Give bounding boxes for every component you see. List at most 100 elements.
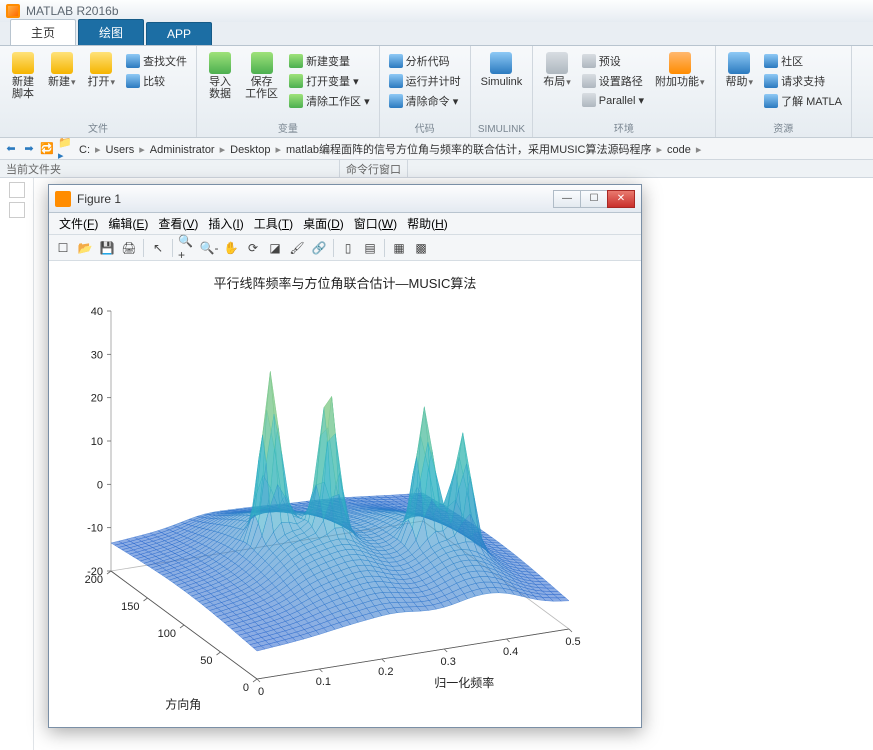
- group-label: SIMULINK: [478, 122, 525, 135]
- pan-button[interactable]: ✋: [221, 238, 241, 258]
- app-title: MATLAB R2016b: [26, 4, 119, 18]
- hide-tools-button[interactable]: ▦: [389, 238, 409, 258]
- file-icon[interactable]: [9, 182, 25, 198]
- svg-text:0.1: 0.1: [316, 676, 331, 688]
- request-support-icon: [764, 74, 778, 88]
- ribbon: 新建脚本新建▾打开▾查找文件比较文件导入数据保存工作区新建变量打开变量 ▾清除工…: [0, 46, 873, 138]
- ribbon-group-环境: 布局▾预设设置路径Parallel ▾附加功能▾环境: [533, 46, 715, 137]
- run-and-time-icon: [389, 74, 403, 88]
- matlab-logo-icon: [6, 4, 20, 18]
- ribbon-group-文件: 新建脚本新建▾打开▾查找文件比较文件: [0, 46, 197, 137]
- analyze-code[interactable]: 分析代码: [386, 52, 464, 70]
- pointer-button[interactable]: ↖: [148, 238, 168, 258]
- request-support[interactable]: 请求支持: [761, 72, 845, 90]
- new[interactable]: 新建▾: [44, 50, 80, 90]
- toolbar-sep: [384, 239, 385, 257]
- new-script[interactable]: 新建脚本: [6, 50, 40, 102]
- nav-back-icon[interactable]: ⬅: [4, 142, 18, 156]
- crumb[interactable]: Administrator: [147, 144, 218, 156]
- svg-text:30: 30: [91, 349, 103, 361]
- figure-logo-icon: [55, 191, 71, 207]
- crumb[interactable]: C:: [76, 144, 93, 156]
- maximize-button[interactable]: ☐: [580, 190, 608, 208]
- layout[interactable]: 布局▾: [539, 50, 575, 90]
- rotate3d-button[interactable]: ⟳: [243, 238, 263, 258]
- parallel[interactable]: Parallel ▾: [579, 92, 647, 108]
- breadcrumb[interactable]: C:▸Users▸Administrator▸Desktop▸matlab编程面…: [76, 141, 703, 157]
- nav-up-icon[interactable]: 🔁: [40, 142, 54, 156]
- community-icon: [764, 54, 778, 68]
- help-icon: [728, 52, 750, 74]
- datatip-button[interactable]: ◪: [265, 238, 285, 258]
- crumb-sep-icon: ▸: [137, 144, 147, 156]
- find-files-icon: [126, 54, 140, 68]
- new-var[interactable]: 新建变量: [286, 52, 373, 70]
- subpane-1[interactable]: 命令行窗口: [340, 160, 408, 177]
- main-tab-主页[interactable]: 主页: [10, 19, 76, 45]
- fig-menu[interactable]: 文件(F): [55, 213, 102, 234]
- main-tab-APP[interactable]: APP: [146, 22, 212, 45]
- link-button[interactable]: 🔗: [309, 238, 329, 258]
- fig-menu[interactable]: 桌面(D): [299, 213, 348, 234]
- path-bar[interactable]: ⬅ ➡ 🔁 📁 ▸ C:▸Users▸Administrator▸Desktop…: [0, 138, 873, 160]
- open-var[interactable]: 打开变量 ▾: [286, 72, 373, 90]
- save-workspace[interactable]: 保存工作区: [241, 50, 282, 102]
- print-button[interactable]: 🖨: [119, 238, 139, 258]
- figure-window[interactable]: Figure 1 — ☐ ✕ 文件(F)编辑(E)查看(V)插入(I)工具(T)…: [48, 184, 642, 728]
- import-data[interactable]: 导入数据: [203, 50, 237, 102]
- preferences-icon: [582, 54, 596, 68]
- figure-toolbar[interactable]: ☐📂💾🖨 ↖ 🔍+🔍-✋⟳◪🖌🔗 ▯▤ ▦▩: [49, 235, 641, 261]
- ribbon-group-SIMULINK: Simulink SIMULINK: [471, 46, 534, 137]
- parallel-icon: [582, 93, 596, 107]
- open-icon: [90, 52, 112, 74]
- fig-menu[interactable]: 窗口(W): [350, 213, 401, 234]
- legend-button[interactable]: ▤: [360, 238, 380, 258]
- addons[interactable]: 附加功能▾: [651, 50, 709, 90]
- crumb[interactable]: code: [664, 144, 694, 156]
- zoom-in-button[interactable]: 🔍+: [177, 238, 197, 258]
- fig-menu[interactable]: 查看(V): [154, 213, 202, 234]
- new-fig-button[interactable]: ☐: [53, 238, 73, 258]
- close-button[interactable]: ✕: [607, 190, 635, 208]
- fig-menu[interactable]: 帮助(H): [403, 213, 452, 234]
- run-and-time[interactable]: 运行并计时: [386, 72, 464, 90]
- fig-menu[interactable]: 编辑(E): [104, 213, 152, 234]
- learn-matlab[interactable]: 了解 MATLA: [761, 92, 845, 110]
- open-fig-button[interactable]: 📂: [75, 238, 95, 258]
- zoom-out-button[interactable]: 🔍-: [199, 238, 219, 258]
- colorbar-button[interactable]: ▯: [338, 238, 358, 258]
- folder-icon[interactable]: 📁 ▸: [58, 142, 72, 156]
- set-path[interactable]: 设置路径: [579, 72, 647, 90]
- community[interactable]: 社区: [761, 52, 845, 70]
- subpane-0[interactable]: 当前文件夹: [0, 160, 340, 177]
- brush-button[interactable]: 🖌: [287, 238, 307, 258]
- fig-menu[interactable]: 插入(I): [204, 213, 247, 234]
- fig-menu[interactable]: 工具(T): [250, 213, 297, 234]
- crumb[interactable]: matlab编程面阵的信号方位角与频率的联合估计，采用MUSIC算法源码程序: [283, 144, 654, 156]
- crumb[interactable]: Users: [103, 144, 138, 156]
- help[interactable]: 帮助▾: [722, 50, 758, 90]
- figure-titlebar[interactable]: Figure 1 — ☐ ✕: [49, 185, 641, 213]
- main-tab-绘图[interactable]: 绘图: [78, 19, 144, 45]
- group-label: 代码: [415, 118, 435, 135]
- nav-fwd-icon[interactable]: ➡: [22, 142, 36, 156]
- crumb-sep-icon: ▸: [273, 144, 283, 156]
- open[interactable]: 打开▾: [84, 50, 120, 90]
- main-tabbar: 主页绘图APP: [0, 22, 873, 46]
- sub-pane-bar: 当前文件夹命令行窗口: [0, 160, 873, 178]
- crumb[interactable]: Desktop: [227, 144, 273, 156]
- save-fig-button[interactable]: 💾: [97, 238, 117, 258]
- find-files[interactable]: 查找文件: [123, 52, 190, 70]
- preferences[interactable]: 预设: [579, 52, 647, 70]
- minimize-button[interactable]: —: [553, 190, 581, 208]
- clear-commands[interactable]: 清除命令 ▾: [386, 92, 464, 110]
- show-tools-button[interactable]: ▩: [411, 238, 431, 258]
- figure-menubar[interactable]: 文件(F)编辑(E)查看(V)插入(I)工具(T)桌面(D)窗口(W)帮助(H): [49, 213, 641, 235]
- clear-workspace[interactable]: 清除工作区 ▾: [286, 92, 373, 110]
- compare[interactable]: 比较: [123, 72, 190, 90]
- simulink[interactable]: Simulink: [477, 50, 527, 90]
- learn-matlab-icon: [764, 94, 778, 108]
- file-icon[interactable]: [9, 202, 25, 218]
- clear-commands-icon: [389, 94, 403, 108]
- svg-text:方向角: 方向角: [165, 697, 201, 712]
